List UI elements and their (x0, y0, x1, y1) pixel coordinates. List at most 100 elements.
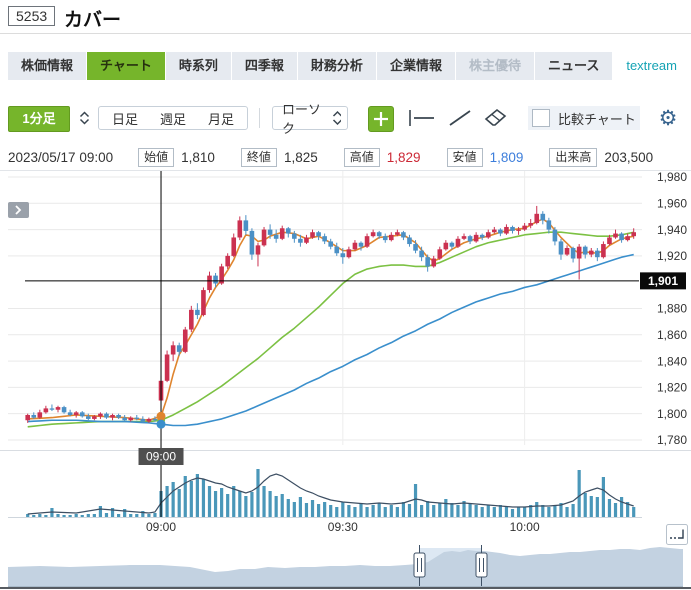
volume-bar (292, 502, 296, 517)
volume-bar (535, 502, 539, 517)
candle-body (443, 242, 449, 250)
period-item-1[interactable]: 週足 (159, 111, 186, 127)
axis-resize-button-box[interactable] (666, 524, 688, 545)
tab-6[interactable]: 株主優待 (455, 52, 535, 80)
candle-body (249, 230, 255, 255)
volume-bar (480, 507, 484, 517)
candle-body (479, 234, 485, 238)
tab-bar: 株価情報 チャート 時系列 四季報 財務分析 企業情報 株主優待 ニュース textream (8, 52, 690, 80)
y-axis-label: 1,940 (657, 223, 687, 237)
candle-body (273, 234, 279, 239)
tab-4[interactable]: 財務分析 (297, 52, 377, 80)
volume-bar (329, 505, 333, 517)
info-item-1: 終値 1,825 (240, 148, 318, 167)
volume-bar (147, 514, 151, 517)
candle-body (170, 345, 176, 355)
info-item-0: 始値 1,810 (138, 148, 215, 167)
navigator-handle-grip[interactable] (413, 552, 426, 578)
tab-8[interactable]: textream (613, 52, 690, 80)
tab-0[interactable]: 株価情報 (8, 52, 88, 80)
panel-expand-button[interactable] (8, 202, 29, 218)
volume-bar (286, 499, 290, 517)
tab-7[interactable]: ニュース (534, 52, 614, 80)
crosshair[interactable]: 1,901 09:00 (25, 171, 686, 517)
candle-body (522, 225, 527, 230)
navigator-area[interactable] (8, 547, 683, 586)
volume-bar (80, 515, 84, 517)
candle-body (613, 233, 618, 238)
volume-bar (595, 497, 599, 517)
navigator-handle-grip[interactable] (475, 552, 488, 578)
crosshair-icon (374, 112, 388, 126)
navigator-handle-0[interactable] (413, 545, 426, 586)
stock-code: 5253 (8, 6, 56, 26)
y-axis-label: 1,840 (657, 354, 687, 368)
eraser-icon (484, 108, 507, 126)
tab-1[interactable]: チャート (87, 52, 166, 80)
tab-3[interactable]: 四季報 (231, 52, 298, 80)
horizontal-line-tool[interactable] (410, 106, 438, 130)
panel-expand-button-box[interactable] (8, 202, 29, 218)
volume-bar (44, 515, 48, 517)
candle-body (176, 345, 182, 352)
volume-bar (298, 497, 302, 517)
interval-button[interactable]: 1分足 (8, 106, 70, 132)
volume-bar (529, 505, 533, 517)
period-item-2[interactable]: 月足 (207, 111, 234, 127)
volume-bar (129, 514, 133, 517)
chevron-up-icon (79, 111, 89, 118)
period-item-0[interactable]: 日足 (112, 111, 139, 127)
candle-body (540, 213, 546, 221)
volume-bar (189, 481, 193, 517)
y-axis-label: 1,960 (657, 196, 687, 210)
candle-body (570, 247, 576, 259)
info-item-3: 安値 1,809 (446, 148, 523, 167)
candle-body (564, 247, 570, 255)
volume-bar (201, 479, 206, 517)
crosshair-price-label-box (640, 272, 686, 290)
volume-bar (274, 496, 278, 517)
candle-body (382, 236, 388, 241)
volume-bar (462, 501, 466, 517)
ma-long-line (27, 253, 634, 427)
navigator-handle-1[interactable] (475, 545, 488, 586)
candle-body (413, 244, 418, 251)
info-value: 1,810 (181, 150, 215, 165)
trend-line-tool[interactable] (446, 106, 474, 130)
volume-bar (135, 514, 139, 517)
candle-body (334, 246, 340, 254)
compare-chart-checkbox[interactable] (532, 109, 550, 127)
gear-icon[interactable]: ⚙ (658, 106, 678, 130)
candle-body (261, 229, 267, 246)
volume-bar (56, 514, 60, 517)
candle-body (298, 238, 303, 243)
volume-bar (492, 507, 496, 517)
candle-body (619, 233, 624, 241)
tab-5[interactable]: 企業情報 (376, 52, 456, 80)
interval-stepper[interactable] (75, 106, 93, 130)
eraser-tool[interactable] (482, 106, 510, 130)
vertical-line-tool[interactable] (396, 106, 424, 130)
chevron-updown-icon (332, 110, 341, 126)
x-axis-label: 09:00 (146, 520, 176, 534)
tab-2[interactable]: 時系列 (165, 52, 232, 80)
candle-body (110, 414, 115, 418)
y-axis-label: 1,980 (657, 170, 687, 184)
volume-bar (583, 493, 587, 517)
x-axis-label: 10:00 (510, 520, 540, 534)
candle-body (134, 417, 140, 419)
candle-type-select[interactable]: ローソク (272, 102, 348, 136)
volume-bar (389, 505, 393, 517)
info-label: 終値 (240, 148, 277, 167)
candle-body (340, 253, 346, 258)
axis-resize-button[interactable] (666, 524, 688, 545)
volume-bar (177, 489, 181, 517)
candle-body (86, 416, 91, 419)
volume-bar (426, 501, 430, 517)
candle-body (116, 414, 121, 418)
candle-body (195, 309, 200, 316)
crosshair-tool-button[interactable] (368, 106, 394, 132)
candle-body (231, 237, 237, 256)
